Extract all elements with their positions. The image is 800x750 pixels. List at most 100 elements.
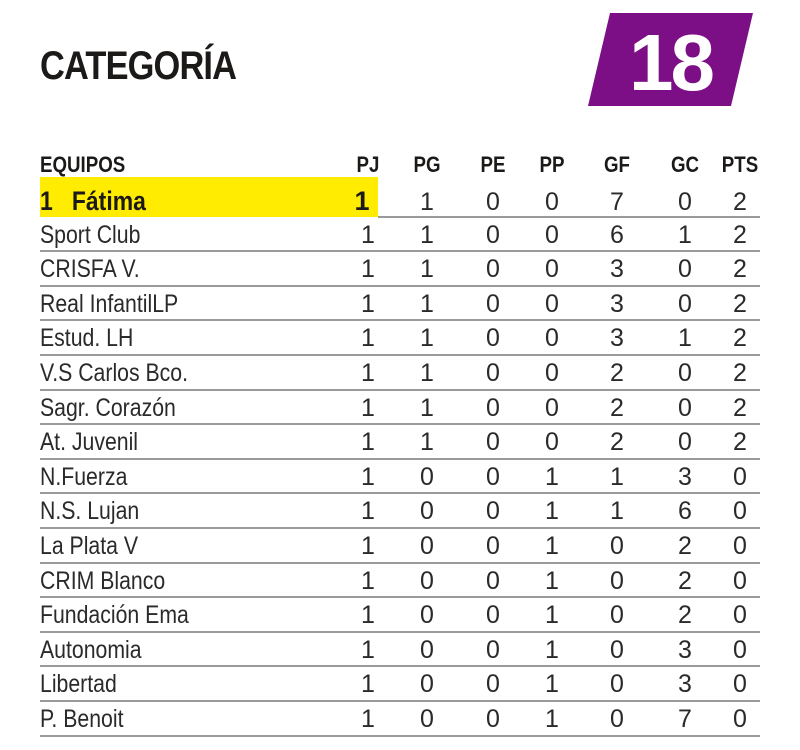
stat-pp: 0 (545, 359, 559, 387)
stat-gf: 3 (610, 289, 624, 318)
row-divider (40, 284, 760, 287)
table-row: Estud. LH 1 1 0 0 3 1 2 (0, 321, 800, 356)
table-header: EQUIPOS PJ PG PE PP GF GC PTS (0, 152, 800, 180)
stat-pts: 2 (733, 220, 747, 249)
row-divider (40, 561, 760, 564)
stat-pts: 0 (733, 566, 747, 595)
table-row: Real InfantilLP 1 1 0 0 3 0 2 (0, 287, 800, 322)
team-name: Autonomia (40, 635, 142, 664)
table-row: 1 Fátima 1 1 0 0 7 0 2 (0, 177, 800, 218)
stat-gc: 0 (678, 428, 692, 457)
stat-pp: 0 (545, 255, 559, 284)
stat-pp: 1 (545, 462, 559, 491)
stat-pp: 0 (545, 428, 559, 457)
stat-pj: 1 (361, 324, 375, 353)
column-header-pe: PE (480, 152, 506, 177)
stat-gf: 3 (610, 324, 624, 353)
stat-pj: 1 (361, 289, 375, 318)
category-number: 18 (629, 18, 715, 107)
stat-gf: 2 (610, 359, 624, 387)
stat-pe: 0 (486, 635, 500, 664)
table-row: Sagr. Corazón 1 1 0 0 2 0 2 (0, 391, 800, 426)
stat-pp: 0 (545, 188, 559, 216)
team-name: CRIM Blanco (40, 566, 166, 595)
stat-gf: 1 (610, 462, 624, 491)
column-header-equipos: EQUIPOS (40, 152, 126, 177)
row-divider (40, 665, 760, 668)
table-row: Autonomia 1 0 0 1 0 3 0 (0, 633, 800, 668)
table-row: N.Fuerza 1 0 0 1 1 3 0 (0, 460, 800, 495)
team-name: Libertad (40, 670, 117, 699)
stat-gc: 0 (678, 393, 692, 422)
stat-gc: 0 (678, 289, 692, 318)
stat-pp: 1 (545, 705, 559, 733)
stat-pg: 1 (420, 289, 434, 318)
stat-pts: 0 (733, 462, 747, 491)
column-header-pj: PJ (356, 152, 380, 177)
stat-pj: 1 (361, 393, 375, 422)
stat-pg: 1 (420, 220, 434, 249)
table-row: At. Juvenil 1 1 0 0 2 0 2 (0, 425, 800, 460)
stat-pg: 1 (420, 324, 434, 353)
stat-pts: 0 (733, 497, 747, 526)
stat-pj: 1 (361, 428, 375, 457)
stat-pe: 0 (486, 324, 500, 353)
team-name: La Plata V (40, 532, 139, 560)
stat-gc: 3 (678, 462, 692, 491)
stat-pp: 1 (545, 601, 559, 630)
stat-pj: 1 (361, 601, 375, 630)
stat-pts: 2 (733, 255, 747, 284)
leader-highlight (40, 177, 378, 217)
stat-gc: 1 (678, 220, 692, 249)
stat-gc: 3 (678, 670, 692, 699)
team-name: 1 Fátima (40, 186, 146, 216)
stat-gf: 2 (610, 428, 624, 457)
stat-gf: 0 (610, 705, 624, 733)
stat-pts: 0 (733, 705, 747, 733)
stat-gc: 0 (678, 188, 692, 216)
stat-gf: 0 (610, 532, 624, 560)
stat-pj: 1 (361, 705, 375, 733)
stat-gf: 2 (610, 393, 624, 422)
row-divider (40, 596, 760, 599)
stat-pe: 0 (486, 359, 500, 387)
team-name: P. Benoit (40, 705, 124, 733)
stat-gc: 2 (678, 532, 692, 560)
stat-gf: 0 (610, 635, 624, 664)
stat-gc: 2 (678, 601, 692, 630)
stat-pts: 2 (733, 428, 747, 457)
stat-pg: 1 (420, 428, 434, 457)
stat-pts: 2 (733, 324, 747, 353)
stat-pj: 1 (361, 359, 375, 387)
stat-pts: 0 (733, 532, 747, 560)
stat-pj: 1 (361, 220, 375, 249)
team-name: N.S. Lujan (40, 497, 140, 526)
stat-gc: 6 (678, 497, 692, 526)
stat-pp: 0 (545, 393, 559, 422)
stat-pts: 2 (733, 393, 747, 422)
table-row: Fundación Ema 1 0 0 1 0 2 0 (0, 598, 800, 633)
stat-pts: 2 (733, 188, 747, 216)
stat-gc: 7 (678, 705, 692, 733)
stat-gf: 0 (610, 566, 624, 595)
stat-pg: 0 (420, 532, 434, 560)
stat-pts: 0 (733, 635, 747, 664)
team-name: Real InfantilLP (40, 289, 179, 318)
team-name: Fundación Ema (40, 601, 189, 630)
stat-pp: 0 (545, 324, 559, 353)
stat-pts: 2 (733, 359, 747, 387)
stat-pg: 0 (420, 635, 434, 664)
stat-pe: 0 (486, 497, 500, 526)
stat-pe: 0 (486, 705, 500, 733)
table-row: V.S Carlos Bco. 1 1 0 0 2 0 2 (0, 356, 800, 391)
stat-gf: 6 (610, 220, 624, 249)
stat-pe: 0 (486, 188, 500, 216)
stat-pg: 0 (420, 462, 434, 491)
column-header-pts: PTS (721, 152, 759, 177)
stat-pg: 1 (420, 359, 434, 387)
stat-pj: 1 (361, 497, 375, 526)
team-name: N.Fuerza (40, 462, 128, 491)
table-row: P. Benoit 1 0 0 1 0 7 0 (0, 702, 800, 737)
category-badge: 18 (588, 13, 753, 107)
stat-pp: 1 (545, 497, 559, 526)
